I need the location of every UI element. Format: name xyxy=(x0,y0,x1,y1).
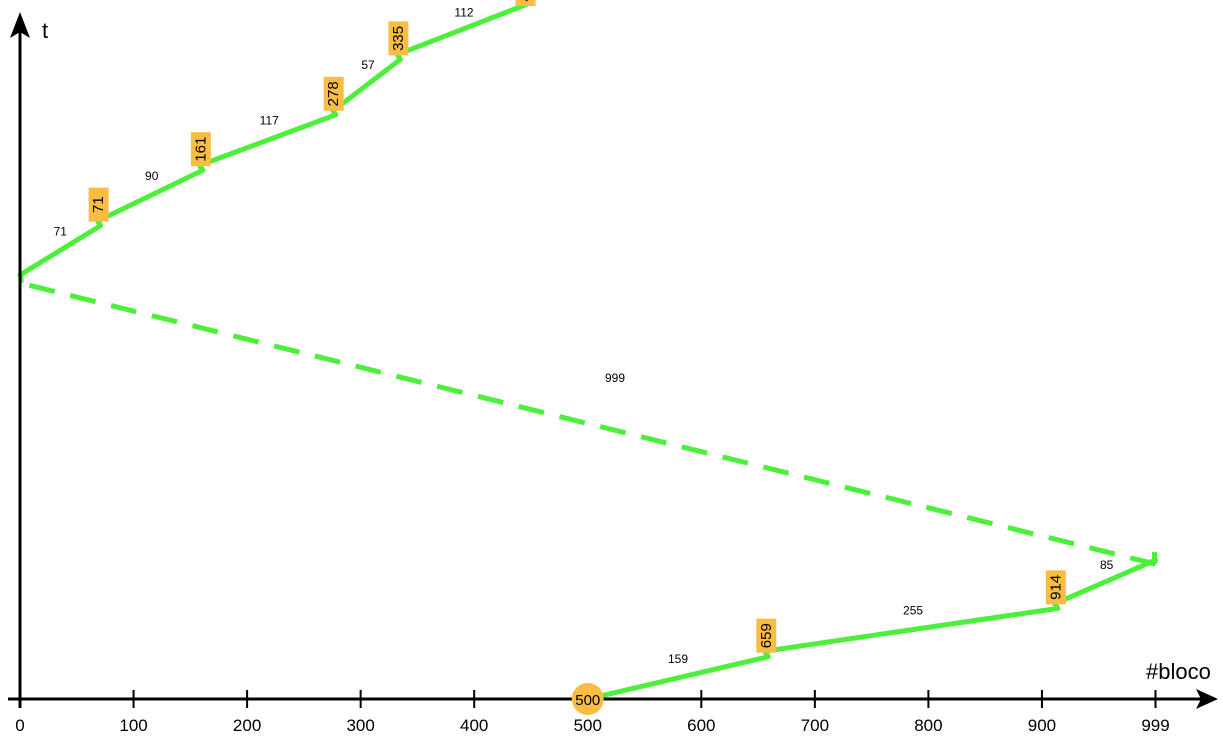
seek-move xyxy=(765,605,1061,654)
request-node-label: 659 xyxy=(758,623,775,648)
request-node: 161 xyxy=(190,132,211,167)
request-node-box xyxy=(515,0,536,6)
x-tick-label: 200 xyxy=(233,716,261,735)
request-node-box xyxy=(88,187,109,222)
x-tick-label: 100 xyxy=(119,716,147,735)
move-distance-label: 117 xyxy=(260,114,279,128)
request-node-label: 278 xyxy=(325,81,342,106)
move-distance-label: 999 xyxy=(605,371,625,385)
x-tick-label: 300 xyxy=(346,716,374,735)
move-distance-label: 85 xyxy=(1100,558,1114,572)
x-tick-label: 900 xyxy=(1028,716,1056,735)
x-tick-label: 400 xyxy=(460,716,488,735)
move-distance-label: 71 xyxy=(54,224,68,238)
seek-move xyxy=(200,112,339,167)
x-tick-label: 500 xyxy=(574,716,602,735)
x-ticks: 0 100 200 300 400 500 600 700 800 900 999 xyxy=(15,690,1170,735)
seek-move xyxy=(333,56,403,112)
move-labels: 159 255 85 999 71 90 117 57 112 xyxy=(54,6,1114,666)
move-distance-label: 255 xyxy=(903,604,923,618)
start-node xyxy=(571,683,604,715)
y-axis-arrow-icon xyxy=(10,12,30,38)
seek-path xyxy=(17,1,1158,702)
request-node: 335 xyxy=(388,21,409,56)
x-tick-label: 600 xyxy=(687,716,715,735)
move-distance-label: 90 xyxy=(145,169,159,183)
request-node: 278 xyxy=(323,76,344,111)
request-node-label: 447 xyxy=(517,0,534,2)
request-node: 71 xyxy=(88,187,109,222)
request-node-box xyxy=(1045,570,1066,605)
request-node-label: 914 xyxy=(1047,575,1064,600)
start-node-label: 500 xyxy=(575,692,600,709)
move-distance-label: 112 xyxy=(454,6,473,20)
seek-move xyxy=(397,1,531,56)
x-tick-label: 0 xyxy=(15,716,24,735)
x-axis-arrow-icon xyxy=(1196,689,1218,709)
request-node-box xyxy=(323,76,344,111)
x-tick-label: 800 xyxy=(914,716,942,735)
request-node-label: 71 xyxy=(90,196,107,213)
axes: #bloco t 0 100 200 300 400 500 600 700 800 900 999 xyxy=(8,12,1218,735)
request-node-label: 335 xyxy=(390,26,407,51)
seek-move xyxy=(98,167,206,223)
seek-move xyxy=(17,223,104,278)
seek-move xyxy=(1055,557,1158,605)
request-node: 659 xyxy=(756,618,777,653)
seek-move-dashed xyxy=(19,280,1157,567)
seek-move xyxy=(585,654,771,702)
request-nodes: 500 659 914 71 161 278 335 447 xyxy=(88,0,1066,715)
request-node-label: 161 xyxy=(192,137,209,162)
x-axis-title: #bloco xyxy=(1146,659,1211,684)
request-node-box xyxy=(190,132,211,167)
move-distance-label: 57 xyxy=(361,58,375,72)
request-node: 447 xyxy=(515,0,536,6)
request-node: 914 xyxy=(1045,570,1066,605)
request-node-box xyxy=(388,21,409,56)
move-distance-label: 159 xyxy=(668,652,688,666)
request-node-box xyxy=(756,618,777,653)
x-tick-label: 999 xyxy=(1141,716,1169,735)
x-tick-label: 700 xyxy=(801,716,829,735)
y-axis-title: t xyxy=(42,18,48,43)
